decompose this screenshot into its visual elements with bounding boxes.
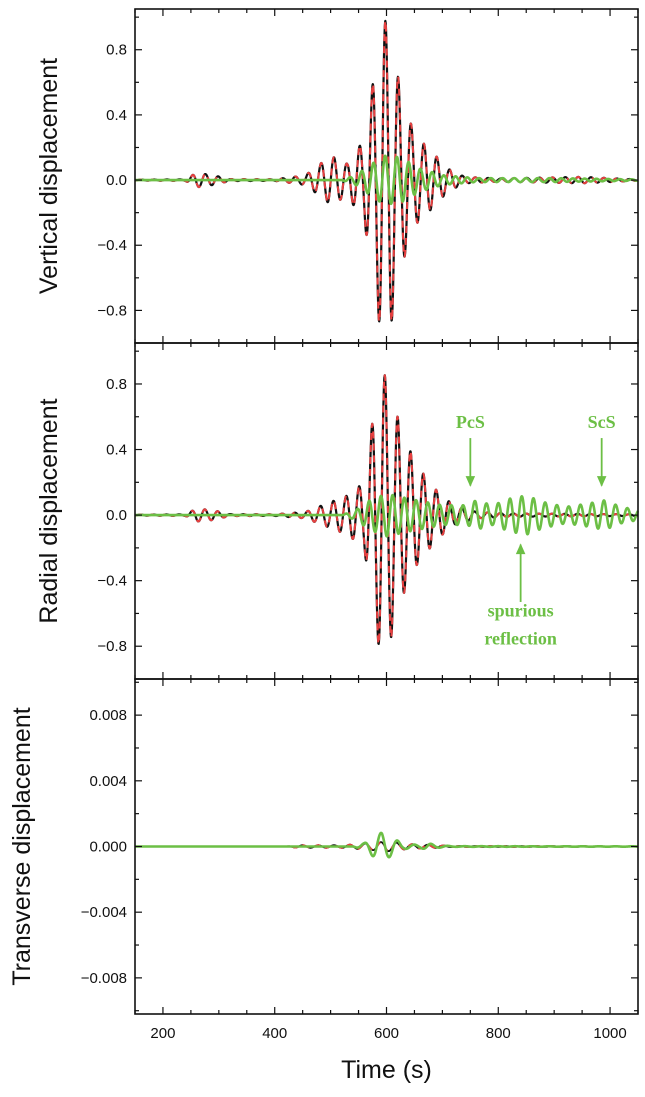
y-tick-label: 0.008 xyxy=(89,707,127,724)
scs-arrow-head xyxy=(596,476,607,487)
annotation-label: PcS xyxy=(456,412,485,432)
y-tick-label: −0.4 xyxy=(97,573,127,590)
x-tick-label: 400 xyxy=(262,1025,287,1042)
y-tick-label: 0.0 xyxy=(106,507,127,524)
x-tick-label: 1000 xyxy=(593,1025,626,1042)
x-axis-title: Time (s) xyxy=(341,1056,432,1084)
y-tick-label: −0.8 xyxy=(97,302,127,319)
y-tick-label: −0.8 xyxy=(97,638,127,655)
series-line-1 xyxy=(134,19,639,323)
y-axis-title: Transverse displacement xyxy=(8,707,36,985)
y-tick-label: 0.8 xyxy=(106,376,127,393)
pcs-arrow-head xyxy=(465,476,476,487)
y-tick-label: 0.4 xyxy=(106,442,127,459)
y-tick-label: 0.000 xyxy=(89,839,127,856)
y-tick-label: 0.004 xyxy=(89,773,127,790)
annotation-label: reflection xyxy=(484,629,557,649)
y-tick-label: 0.8 xyxy=(106,42,127,59)
annotation-label: ScS xyxy=(588,412,616,432)
x-tick-label: 600 xyxy=(374,1025,399,1042)
y-tick-label: −0.008 xyxy=(81,970,127,987)
y-tick-label: 0.4 xyxy=(106,107,127,124)
series-line-2 xyxy=(133,493,640,538)
annotation-label: spurious xyxy=(488,601,554,621)
y-axis-title: Radial displacement xyxy=(35,398,63,623)
x-tick-label: 200 xyxy=(150,1025,175,1042)
series-line-2 xyxy=(133,154,640,206)
y-tick-label: 0.0 xyxy=(106,172,127,189)
y-tick-label: −0.4 xyxy=(97,237,127,254)
x-tick-label: 800 xyxy=(486,1025,511,1042)
series-line-2 xyxy=(133,831,640,859)
vertical-displacement-panel: −0.8 −0.4 0.0 0.4 0.8 Vertical displacement xyxy=(35,8,640,344)
radial-displacement-panel: −0.8 −0.4 0.0 0.4 0.8 Radial displacement PcS S… xyxy=(35,342,640,680)
spurious-reflection-arrow-head xyxy=(515,543,526,555)
y-tick-label: −0.004 xyxy=(81,904,127,921)
y-axis-title: Vertical displacement xyxy=(35,58,63,294)
transverse-displacement-panel: −0.008 −0.004 0.000 0.004 0.008 200 400 600 800 1… xyxy=(8,678,640,1084)
series-line-1 xyxy=(134,374,639,645)
